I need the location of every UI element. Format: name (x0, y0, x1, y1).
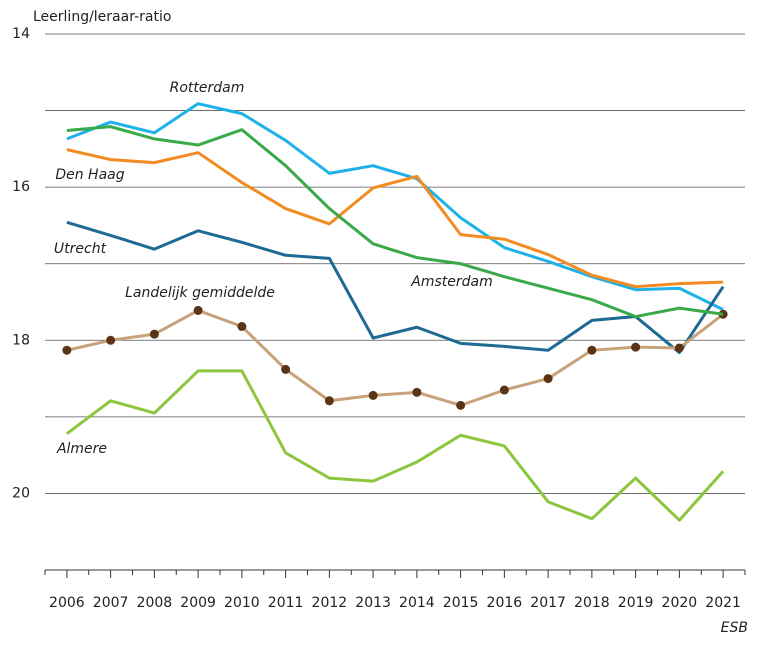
x-tick-label: 2016 (487, 595, 523, 611)
series-line (66, 148, 724, 289)
x-tick-label: 2018 (574, 595, 610, 611)
marker (193, 305, 203, 315)
marker (499, 385, 509, 395)
marker (149, 329, 159, 339)
series-line (66, 308, 725, 407)
legend-label: Utrecht (54, 241, 107, 257)
series-line (65, 369, 725, 522)
series-line (66, 102, 724, 312)
marker (456, 400, 466, 410)
x-tick-label: 2007 (93, 595, 129, 611)
legend-label: Rotterdam (170, 80, 245, 96)
y-tick-label: 20 (12, 485, 30, 501)
x-tick-label: 2014 (399, 595, 435, 611)
marker (106, 335, 116, 345)
marker (368, 390, 378, 400)
x-tick-label: 2008 (137, 595, 173, 611)
source: ESB (721, 620, 748, 636)
y-tick-label: 18 (12, 332, 30, 348)
marker (62, 345, 72, 355)
marker (674, 343, 684, 353)
y-tick-label: 16 (12, 179, 30, 195)
x-tick-label: 2011 (268, 595, 304, 611)
marker (281, 364, 291, 374)
legend-label: Almere (56, 441, 107, 457)
legend-label: Den Haag (55, 167, 124, 183)
marker (237, 322, 247, 332)
x-tick-label: 2017 (530, 595, 566, 611)
x-tick-label: 2021 (705, 595, 741, 611)
x-tick-label: 2010 (224, 595, 260, 611)
legend-label: Landelijk gemiddelde (125, 285, 275, 301)
x-tick-label: 2013 (355, 595, 391, 611)
series-line (66, 125, 724, 319)
marker (543, 374, 553, 384)
marker (587, 345, 597, 355)
marker (412, 387, 422, 397)
legend-label: Amsterdam (410, 274, 492, 290)
marker (631, 342, 641, 352)
x-tick-label: 2009 (180, 595, 216, 611)
x-tick-label: 2015 (443, 595, 479, 611)
series-line (66, 220, 725, 355)
x-tick-label: 2006 (49, 595, 85, 611)
marker (324, 396, 334, 406)
y-axis-title: Leerling/leraar-ratio (33, 9, 171, 25)
x-tick-label: 2012 (312, 595, 348, 611)
x-tick-label: 2020 (662, 595, 698, 611)
y-tick-label: 14 (12, 26, 30, 42)
x-tick-label: 2019 (618, 595, 654, 611)
